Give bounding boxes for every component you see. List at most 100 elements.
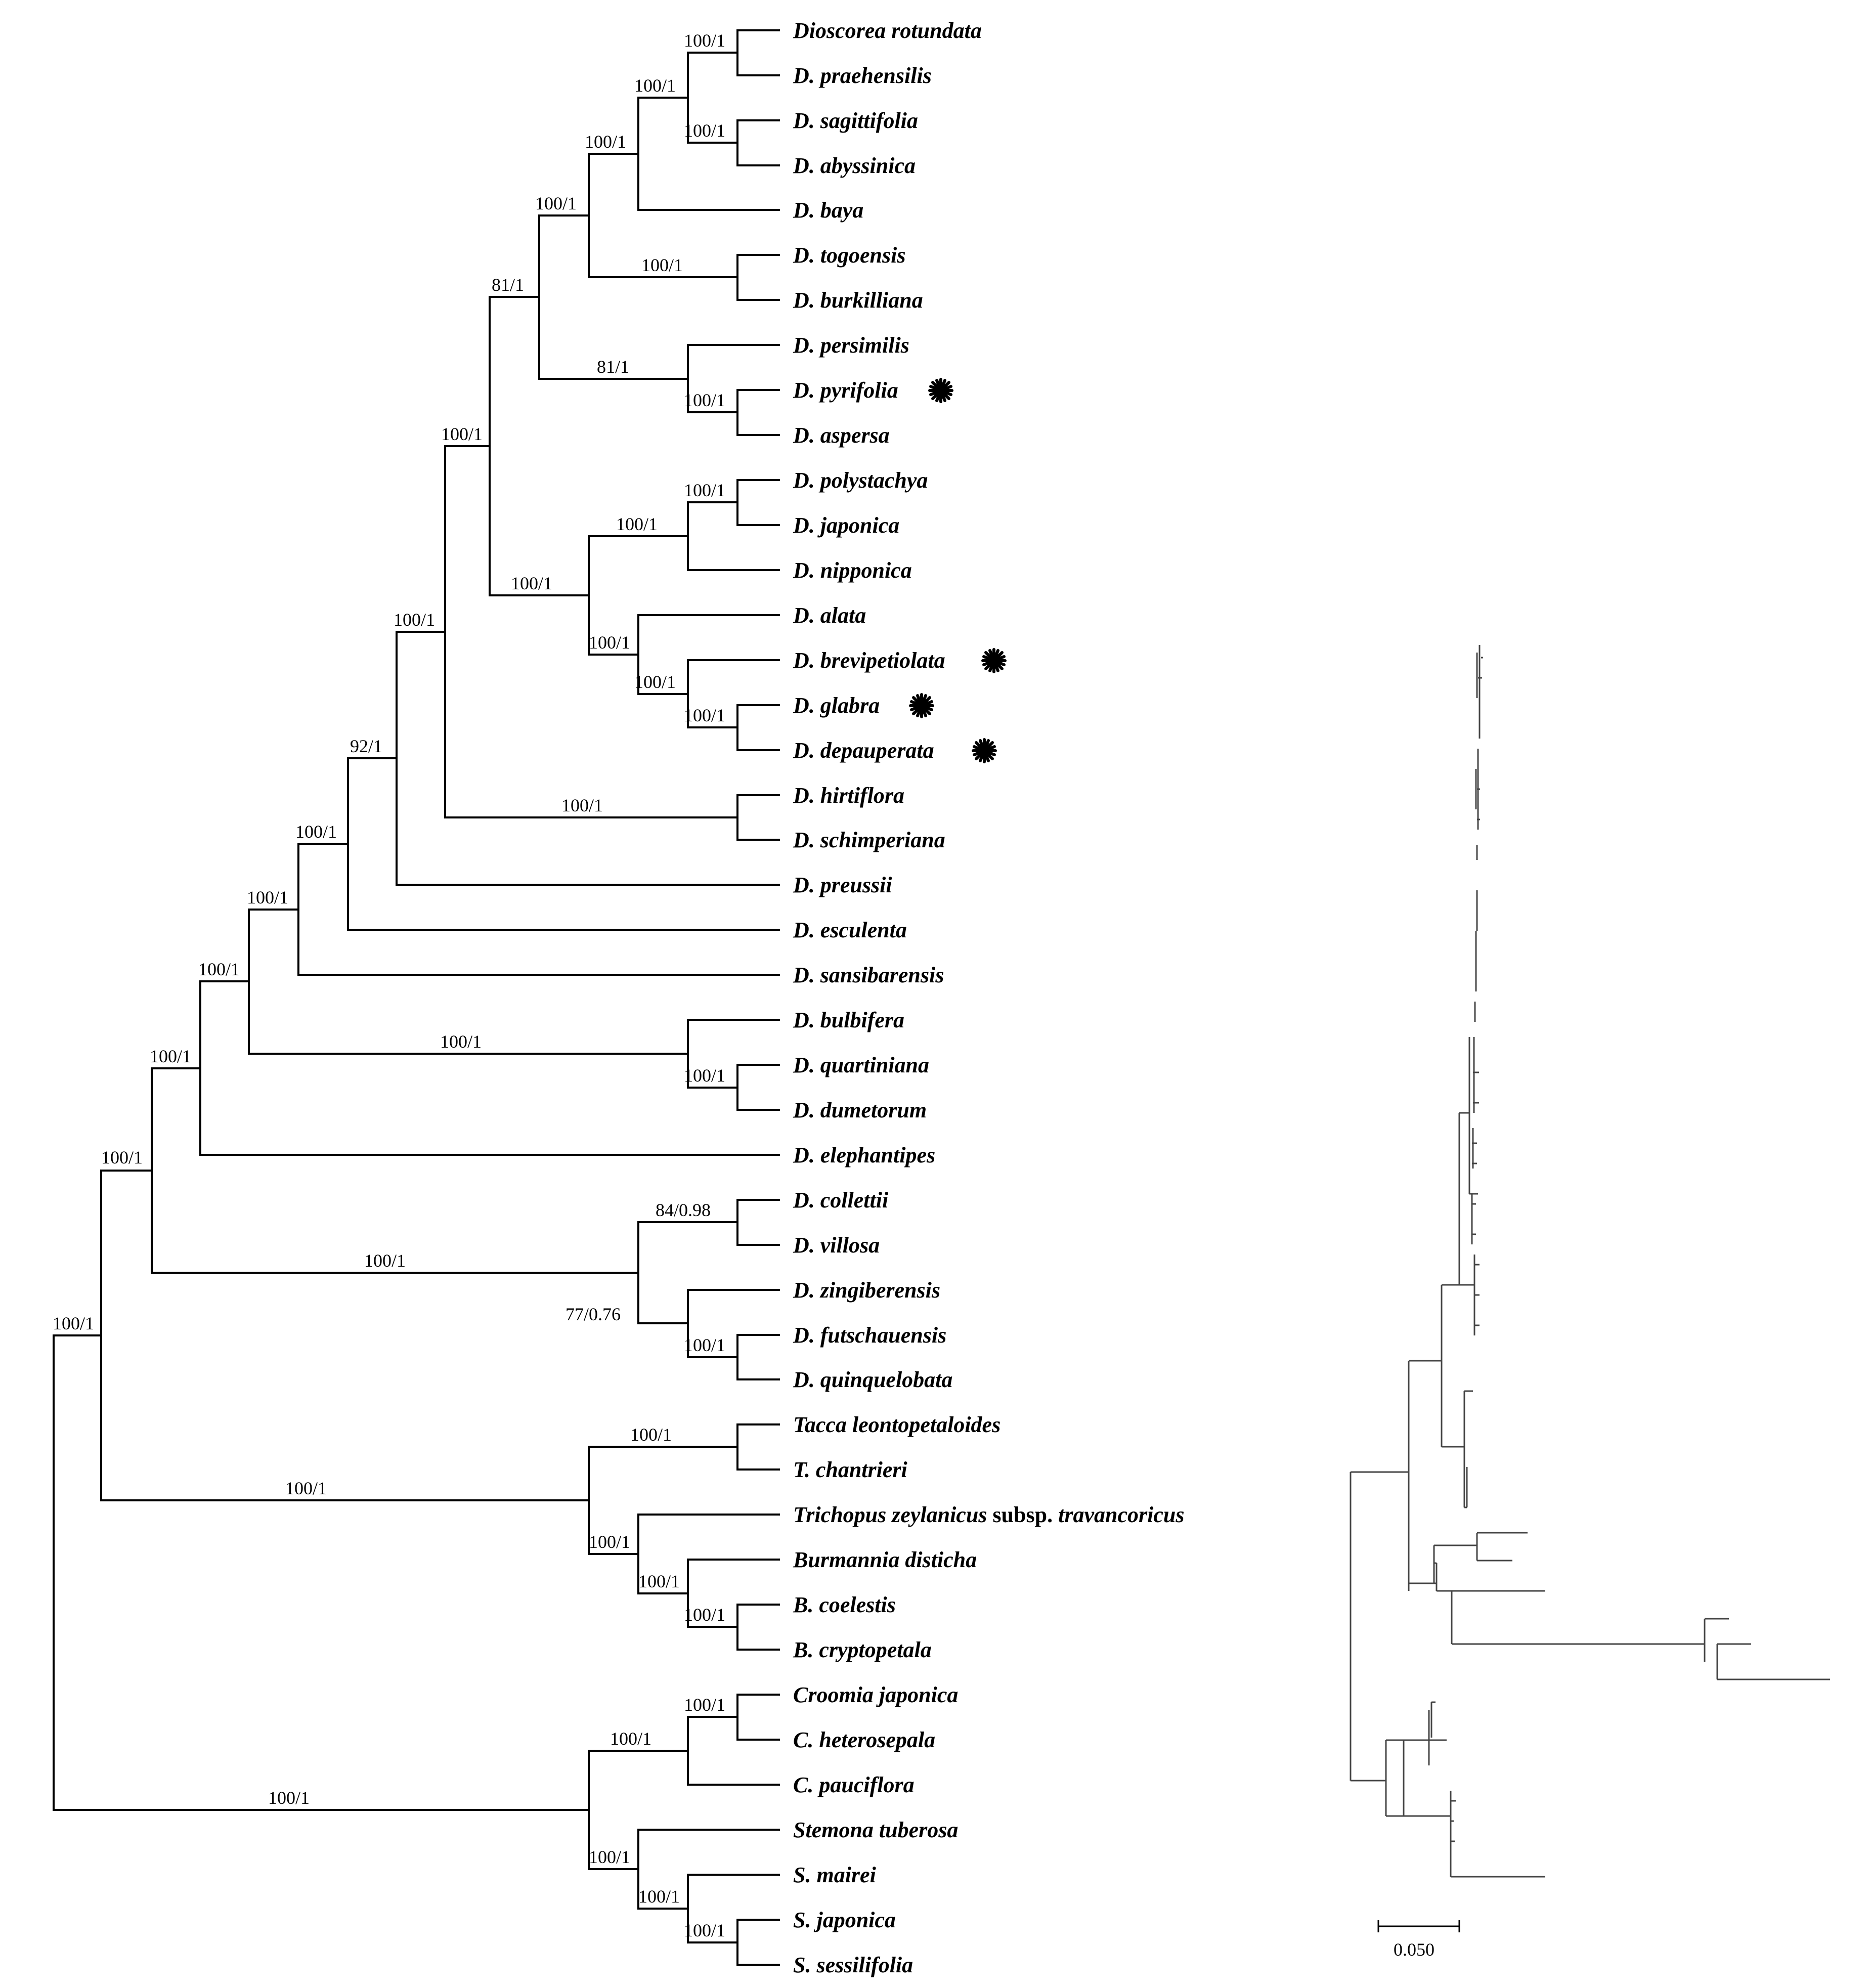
taxon-label: D. preussii [793, 873, 892, 897]
taxon-label: D. quartiniana [793, 1053, 929, 1077]
taxon-label: D. abyssinica [793, 153, 916, 178]
support-value: 100/1 [610, 1728, 651, 1749]
support-value: 100/1 [101, 1147, 143, 1168]
phylogram-branch [1474, 845, 1478, 1022]
phylogram-branch [1468, 1037, 1478, 1195]
support-value: 81/1 [492, 275, 524, 295]
support-value: 100/1 [616, 514, 658, 534]
phylogram-branch [1476, 645, 1483, 739]
taxon-label: D. collettii [793, 1188, 889, 1213]
taxon-label: D. quinquelobata [793, 1367, 952, 1392]
taxon-label: D. togoensis [793, 243, 905, 268]
highlight-markers [910, 379, 1005, 762]
phylogram-branch [1458, 1112, 1474, 1286]
taxon-label: B. coelestis [793, 1592, 896, 1617]
taxon-label: D. persimilis [793, 333, 909, 358]
taxon-label: D. schimperiana [793, 828, 945, 852]
phylogram-branch [1450, 1791, 1545, 1878]
phylogram-branch [1716, 1643, 1830, 1680]
taxon-label: Trichopus zeylanicus subsp. travancoricu… [793, 1502, 1184, 1527]
taxon-label-subsp: subsp. [987, 1502, 1058, 1527]
phylogram-branch [1433, 1544, 1477, 1583]
taxon-label: D. polystachya [793, 468, 928, 493]
support-value: 84/0.98 [656, 1200, 711, 1220]
support-value: 100/1 [589, 632, 630, 653]
taxon-label: D. bulbifera [793, 1008, 904, 1032]
taxon-label: D. baya [793, 198, 863, 223]
support-value: 100/1 [684, 1920, 725, 1940]
taxon-label: D. sansibarensis [793, 963, 944, 987]
support-value: 100/1 [634, 75, 676, 96]
taxon-label: D. pyrifolia [793, 378, 898, 403]
support-value: 100/1 [561, 795, 603, 815]
taxon-label: Burmannia disticha [793, 1547, 977, 1572]
phylogram-branch [1463, 1390, 1473, 1508]
star-burst-icon [973, 740, 995, 762]
support-value: 100/1 [684, 705, 725, 725]
support-value: 100/1 [684, 1065, 725, 1086]
phylogram-branch [1451, 1591, 1705, 1645]
support-value: 100/1 [440, 1031, 482, 1052]
support-value: 77/0.76 [566, 1304, 621, 1324]
taxon-label: C. pauciflora [793, 1773, 915, 1797]
support-values: 100/1 100/1 100/1 100/1 100/1 100/1 100/… [53, 30, 725, 1940]
phylogram-branch [1471, 1194, 1476, 1244]
support-value: 81/1 [597, 357, 629, 377]
support-value: 100/1 [53, 1313, 94, 1333]
support-value: 100/1 [684, 1695, 725, 1715]
phylogram-branch [1441, 1284, 1464, 1448]
support-value: 100/1 [638, 1886, 680, 1907]
support-value: 100/1 [589, 1847, 630, 1867]
taxon-label: D. alata [793, 603, 866, 628]
taxon-label: D. japonica [793, 513, 899, 538]
phylogram-branch [1350, 1471, 1409, 1782]
support-value: 100/1 [295, 822, 337, 842]
taxon-label: D. hirtiflora [793, 783, 904, 808]
phylogram-branch [1704, 1618, 1729, 1662]
cladogram-branches [53, 29, 780, 1966]
taxon-label: S. sessilifolia [793, 1953, 913, 1977]
support-value: 100/1 [684, 1335, 725, 1355]
taxon-labels: Dioscorea rotundata D. praehensilis D. s… [793, 18, 1184, 1977]
taxon-label: D. aspersa [793, 423, 890, 448]
taxon-label: Dioscorea rotundata [793, 18, 982, 43]
phylogram-branch [1434, 1562, 1452, 1592]
taxon-label: D. esculenta [793, 918, 907, 942]
scale-bar-line [1377, 1920, 1460, 1932]
taxon-label: D. brevipetiolata [793, 648, 945, 673]
support-value: 100/1 [285, 1478, 327, 1498]
taxon-label: Stemona tuberosa [793, 1818, 958, 1842]
scale-bar-label: 0.050 [1394, 1939, 1434, 1960]
taxon-label: S. japonica [793, 1908, 896, 1932]
phylogram-branch [1475, 749, 1480, 830]
support-value: 100/1 [641, 255, 683, 275]
taxon-label: D. nipponica [793, 558, 912, 583]
taxon-label: D. villosa [793, 1233, 880, 1258]
taxon-label: D. praehensilis [793, 63, 932, 88]
support-value: 100/1 [684, 390, 725, 410]
support-value: 100/1 [535, 193, 577, 213]
support-value: 100/1 [198, 959, 240, 979]
phylogram-branch [1403, 1739, 1451, 1817]
taxon-label: C. heterosepala [793, 1727, 935, 1752]
taxon-label: Croomia japonica [793, 1682, 958, 1707]
phylogram-branch [1408, 1582, 1437, 1591]
taxon-label-subspecies: travancoricus [1058, 1502, 1184, 1527]
support-value: 100/1 [630, 1424, 672, 1445]
star-burst-icon [930, 379, 952, 402]
taxon-label: D. dumetorum [793, 1098, 927, 1122]
taxon-label: D. zingiberensis [793, 1278, 940, 1303]
support-value: 100/1 [638, 1571, 680, 1591]
phylogram-branch [1473, 1255, 1480, 1335]
phylogram-branch [1428, 1710, 1447, 1765]
phylogram-branch [1408, 1360, 1442, 1584]
support-value: 100/1 [634, 672, 676, 692]
taxon-label: D. depauperata [793, 738, 934, 763]
taxon-label-genus-species: Trichopus zeylanicus [793, 1502, 987, 1527]
support-value: 100/1 [684, 1605, 725, 1625]
support-value: 100/1 [150, 1046, 191, 1066]
support-value: 100/1 [585, 132, 626, 152]
support-value: 92/1 [350, 736, 382, 756]
